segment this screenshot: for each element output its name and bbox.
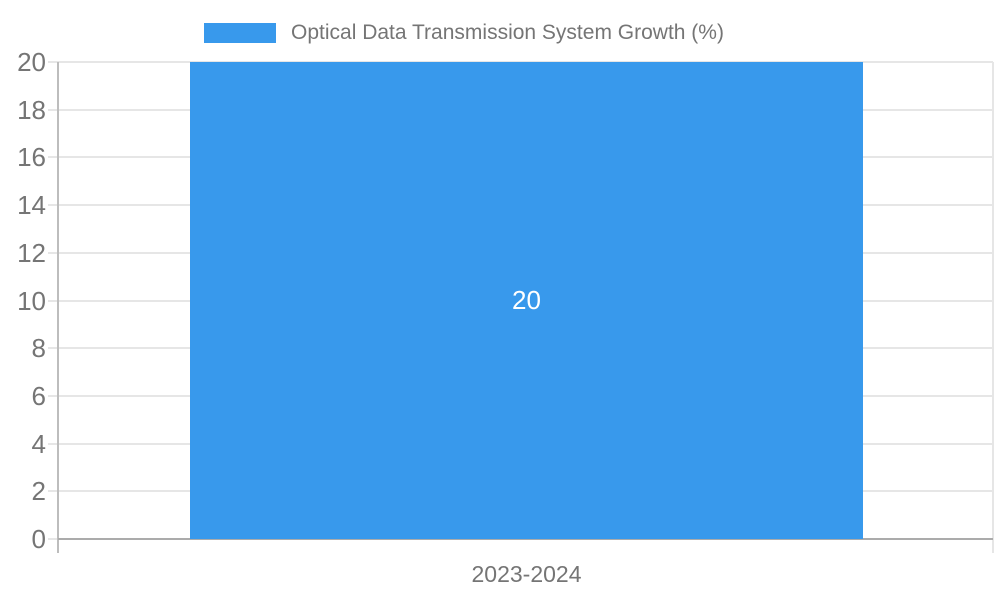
y-tick-label: 4 [31,428,46,459]
legend[interactable]: Optical Data Transmission System Growth … [204,22,724,43]
axis-tick [48,538,58,540]
legend-swatch-icon [204,22,276,43]
bar-2023-2024[interactable]: 20 [190,62,863,539]
y-tick-label: 10 [17,285,46,316]
y-tick-label: 6 [31,380,46,411]
y-tick-label: 20 [17,47,46,77]
y-tick-label: 2 [31,476,46,507]
bar-value-label: 20 [512,285,541,315]
x-axis-baseline [58,538,993,540]
y-tick-label: 0 [31,524,46,554]
y-tick-label: 12 [17,237,46,268]
y-tick-label: 18 [17,94,46,125]
plot-right-border [992,62,994,553]
y-axis-line [57,62,59,553]
y-tick-label: 16 [17,142,46,173]
legend-series-label: Optical Data Transmission System Growth … [291,21,724,44]
x-axis-category-label: 2023-2024 [471,561,582,587]
y-tick-label: 14 [17,190,46,221]
y-tick-label: 8 [31,333,46,364]
